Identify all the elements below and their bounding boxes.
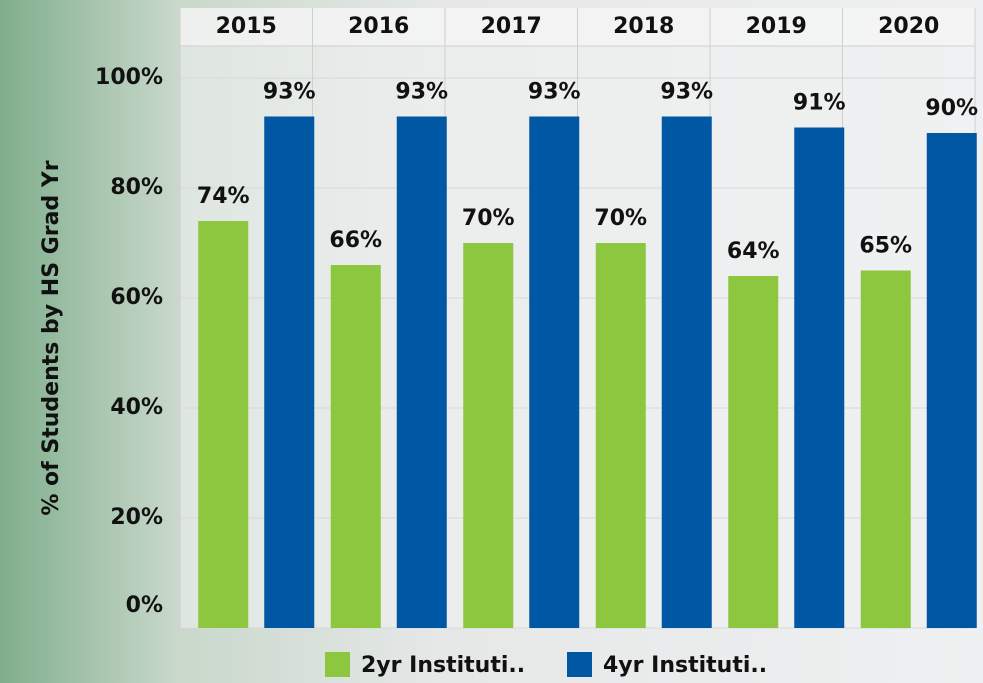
bar	[728, 276, 779, 628]
data-label: 70%	[462, 206, 515, 231]
x-tick-label: 2015	[216, 14, 277, 39]
bar	[926, 133, 977, 628]
data-label: 91%	[793, 91, 846, 116]
data-label: 93%	[660, 80, 713, 105]
data-label: 93%	[395, 80, 448, 105]
data-label: 64%	[727, 239, 780, 264]
data-label: 66%	[329, 228, 382, 253]
x-tick-label: 2019	[746, 14, 807, 39]
bar	[529, 116, 580, 628]
data-label: 74%	[197, 184, 250, 209]
y-tick-label: 100%	[95, 65, 163, 90]
bar	[595, 243, 646, 628]
bar	[860, 270, 911, 628]
y-axis-title: % of Students by HS Grad Yr	[39, 160, 64, 515]
legend-label: 4yr Instituti..	[603, 653, 767, 678]
y-tick-label: 40%	[110, 395, 163, 420]
y-tick-label: 20%	[110, 505, 163, 530]
bar	[396, 116, 447, 628]
legend-swatch	[325, 652, 350, 677]
data-label: 93%	[263, 80, 316, 105]
x-tick-label: 2020	[878, 14, 939, 39]
x-tick-label: 2016	[348, 14, 409, 39]
data-label: 70%	[594, 206, 647, 231]
bar	[330, 265, 381, 628]
y-tick-label: 0%	[126, 593, 163, 618]
data-label: 90%	[925, 96, 978, 121]
y-tick-label: 60%	[110, 285, 163, 310]
x-tick-label: 2018	[613, 14, 674, 39]
data-label: 65%	[859, 234, 912, 259]
legend-swatch	[567, 652, 592, 677]
data-label: 93%	[528, 80, 581, 105]
y-tick-label: 80%	[110, 175, 163, 200]
bar	[264, 116, 315, 628]
legend-label: 2yr Instituti..	[361, 653, 525, 678]
x-tick-label: 2017	[481, 14, 542, 39]
bar	[463, 243, 514, 628]
bar	[661, 116, 712, 628]
bar	[198, 221, 249, 628]
bar	[794, 127, 845, 628]
